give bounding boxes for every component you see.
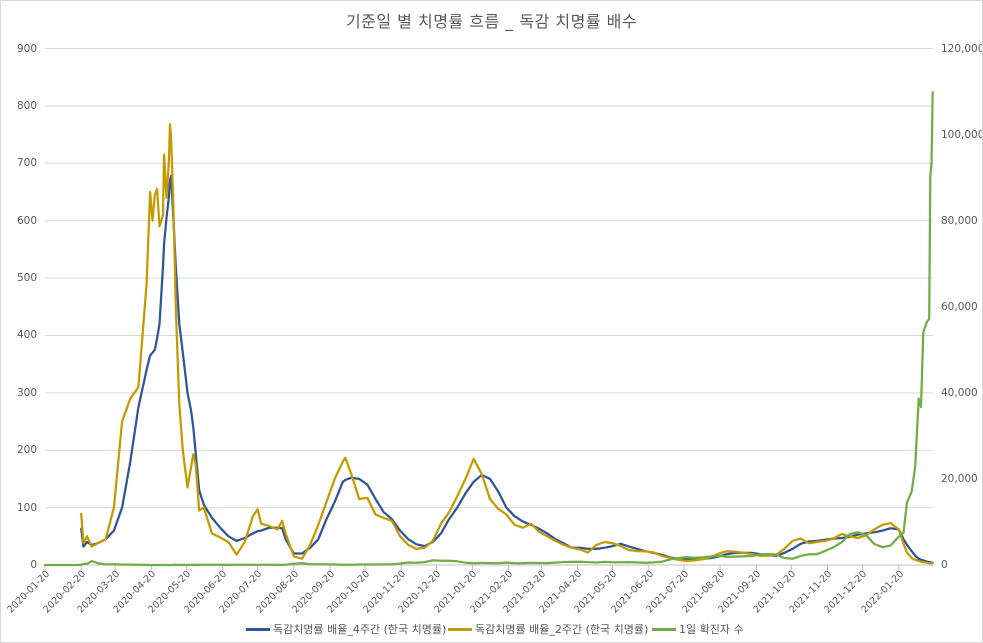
legend-item-4week-ratio[interactable]: 독감치명률 배율_4주간 (한국 치명률): [246, 620, 446, 638]
left-axis-tick-label: 800: [16, 99, 37, 112]
series-line-1: [80, 123, 934, 565]
series-line-0: [80, 174, 934, 564]
legend-line-blue-icon: [246, 627, 270, 631]
left-axis-tick-label: 500: [16, 272, 37, 285]
left-axis-tick-label: 700: [16, 157, 37, 170]
left-axis-tick-label: 400: [16, 329, 37, 342]
right-axis-tick-label: 40,000: [941, 386, 978, 399]
chart-title: 기준일 별 치명률 흐름 _ 독감 치명률 배수: [345, 12, 638, 31]
legend-line-green-icon: [652, 627, 676, 631]
series-line-2: [43, 91, 934, 567]
left-axis-tick-label: 100: [16, 501, 37, 514]
right-axis-tick-label: 20,000: [941, 472, 978, 485]
legend-label: 독감치명률 배율_2주간 (한국 치명률): [475, 623, 649, 636]
left-axis-tick-label: 300: [16, 386, 37, 399]
left-axis-tick-label: 600: [16, 214, 37, 227]
left-axis-tick-label: 0: [30, 559, 37, 571]
legend-line-gold-icon: [448, 627, 472, 631]
left-axis-tick-label: 900: [16, 42, 37, 55]
legend-label: 독감치명률 배율_4주간 (한국 치명률): [273, 623, 447, 636]
legend-item-daily-cases[interactable]: 1일 확진자 수: [652, 620, 744, 638]
right-axis-tick-label: 120,000: [941, 42, 983, 55]
right-axis-tick-label: 100,000: [941, 128, 983, 141]
right-axis-tick-label: 60,000: [941, 300, 978, 313]
legend: 독감치명률 배율_4주간 (한국 치명률) 독감치명률 배율_2주간 (한국 치…: [1, 620, 982, 638]
right-axis-tick-label: 0: [941, 559, 948, 571]
legend-label: 1일 확진자 수: [679, 623, 744, 636]
left-axis-tick-label: 200: [16, 444, 37, 457]
right-axis-tick-label: 80,000: [941, 214, 978, 227]
legend-item-2week-ratio[interactable]: 독감치명률 배율_2주간 (한국 치명률): [448, 620, 648, 638]
